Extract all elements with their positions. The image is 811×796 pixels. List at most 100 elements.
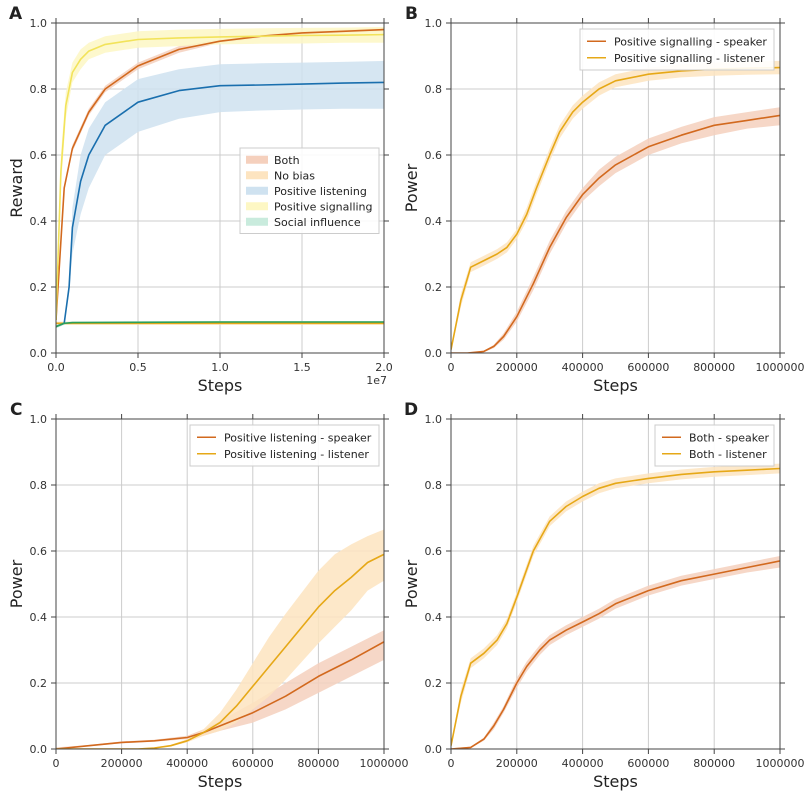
series-band-positive-signalling [56,27,384,324]
legend-entry: Positive listening - listener [224,448,369,461]
panel-letter: B [405,4,418,24]
chart-panel-a: A 0.0 0.5 1.0 1.5 2.0 0.0 0.2 0.4 0.6 0.8 1.0 Steps R… [7,4,393,395]
legend-entry: Positive signalling [274,200,373,213]
y-tick-label: 0.4 [425,215,443,228]
x-tick-label: 1.0 [211,361,229,374]
x-tick-label: 1.5 [293,361,311,374]
x-tick-label: 400000 [562,361,604,374]
y-tick-label: 1.0 [30,413,48,426]
plot-area [451,463,780,749]
plot-frame [55,418,385,750]
y-tick-label: 0.8 [30,83,48,96]
x-offset-label: 1e7 [366,374,387,387]
legend-swatch [246,186,268,195]
x-tick-label: 1000000 [360,757,409,770]
series-line-positive-signalling-listener [451,66,780,350]
legend-entry: Both [274,154,300,167]
y-axis-label: Reward [7,158,26,218]
y-axis-label: Power [402,163,421,212]
chart-panel-d: D 0 200000 400000 600000 800000 1000000 0.0 0.2 0… [402,400,805,791]
y-tick-label: 0.6 [30,545,48,558]
y-tick-label: 0.0 [425,743,443,756]
panel-letter: C [10,400,22,420]
legend-entry: Positive listening - speaker [224,431,372,444]
x-tick-label: 0.0 [47,361,65,374]
y-axis-label: Power [7,559,26,608]
legend-entry: Positive listening [274,185,367,198]
y-tick-label: 0.2 [30,677,48,690]
x-tick-label: 800000 [693,361,735,374]
x-axis-label: Steps [593,772,638,791]
plot-area [451,60,780,353]
y-tick-label: 0.8 [425,83,443,96]
legend-entry: No bias [274,169,315,182]
series-band-positive-listening-listener [56,529,384,749]
x-tick-label: 2.0 [375,361,393,374]
y-tick-label: 0.8 [425,479,443,492]
legend-entry: Positive signalling - listener [614,52,765,65]
y-tick-label: 1.0 [425,17,443,30]
legend-swatch [246,171,268,180]
series-line-both-speaker [451,560,780,749]
x-tick-label: 0 [448,361,455,374]
x-tick-label: 800000 [693,757,735,770]
series-line-both [56,28,384,321]
x-tick-label: 400000 [562,757,604,770]
series-line-social-influence [56,321,384,328]
x-tick-label: 600000 [232,757,274,770]
x-tick-label: 0.5 [129,361,147,374]
y-tick-label: 0.6 [425,545,443,558]
y-tick-label: 0.2 [425,677,443,690]
legend-box [579,28,775,71]
y-tick-label: 0.2 [30,281,48,294]
series-line-positive-listening-speaker [56,641,384,749]
x-tick-label: 0 [448,757,455,770]
x-axis-label: Steps [593,376,638,395]
x-tick-label: 1000000 [756,757,805,770]
y-tick-label: 0.0 [30,743,48,756]
series-band-positive-listening-speaker [56,630,384,749]
y-tick-label: 1.0 [425,413,443,426]
y-tick-label: 0.6 [425,149,443,162]
x-tick-label: 600000 [627,361,669,374]
legend-entry: Positive signalling - speaker [614,35,767,48]
y-tick-label: 0.4 [425,611,443,624]
y-tick-label: 0.0 [30,347,48,360]
y-tick-label: 0.6 [30,149,48,162]
legend: Positive signalling - speaker Positive si… [579,28,775,71]
y-axis-label: Power [402,559,421,608]
legend: Positive listening - speaker Positive lis… [189,424,380,467]
y-tick-label: 0.0 [425,347,443,360]
legend-entry: Social influence [274,216,361,229]
plot-area [56,27,384,329]
y-tick-label: 0.4 [30,611,48,624]
panel-letter: D [404,400,418,420]
x-tick-label: 1000000 [756,361,805,374]
legend-box [654,424,775,467]
x-tick-label: 200000 [101,757,143,770]
panel-letter: A [9,4,23,24]
x-tick-label: 400000 [166,757,208,770]
legend-swatch [246,202,268,211]
series-band-positive-signalling-speaker [451,107,780,353]
legend-entry: Both - speaker [689,431,769,444]
legend: Both No bias Positive listening Positive si… [239,147,380,234]
legend: Both - speaker Both - listener [654,424,775,467]
series-line-positive-listening [56,81,384,328]
legend-swatch [246,217,268,226]
y-tick-label: 0.8 [30,479,48,492]
x-tick-label: 200000 [496,757,538,770]
series-line-positive-listening-listener [56,553,384,749]
series-band-both-speaker [451,556,780,749]
chart-panel-b: B 0 200000 400000 600000 800000 1000000 0.0 0.2 0… [402,4,805,395]
series-line-positive-signalling [56,33,384,321]
legend-entry: Both - listener [689,448,767,461]
y-tick-label: 0.2 [425,281,443,294]
plot-area [56,529,384,749]
x-axis-label: Steps [198,376,243,395]
plot-frame [55,22,385,354]
legend-swatch [246,155,268,164]
series-band-positive-signalling-listener [451,60,780,352]
x-tick-label: 0 [53,757,60,770]
